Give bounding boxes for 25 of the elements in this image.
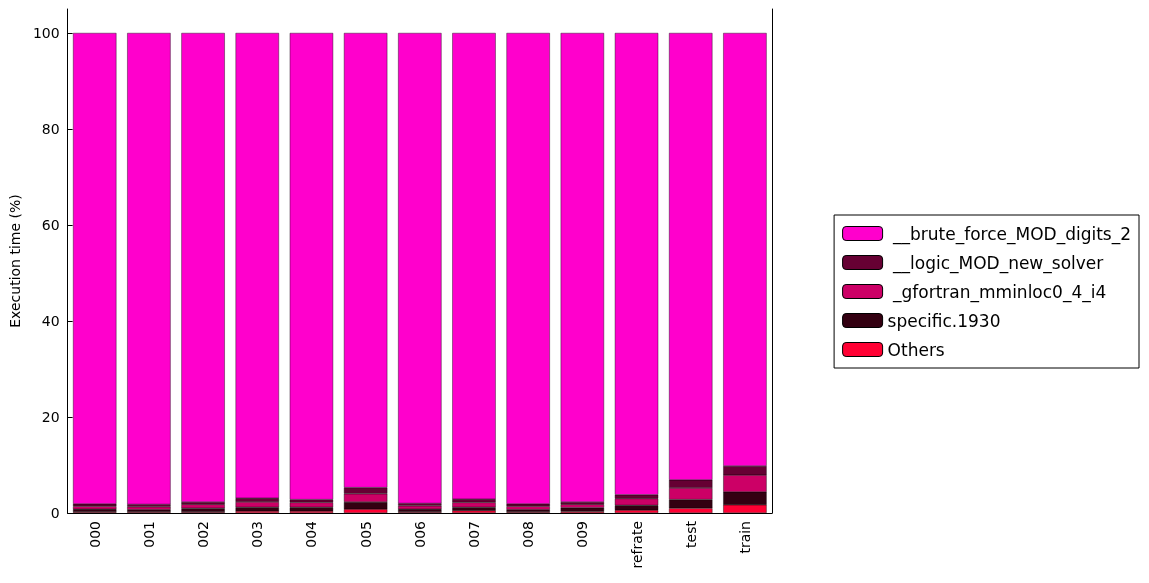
y-tick-label: 80 [41, 121, 60, 137]
x-tick-label: 002 [195, 521, 212, 548]
x-tick-label: train [736, 521, 753, 554]
legend-label: _gfortran_mminloc0_4_i4 [887, 281, 1107, 303]
x-tick-label: 006 [411, 520, 428, 548]
legend-label: specific.1930 [887, 310, 1001, 331]
x-tick-label: 007 [465, 521, 482, 548]
y-tick-label: 40 [41, 313, 60, 329]
y-tick-label: 20 [41, 409, 60, 425]
legend-label: __brute_force_MOD_digits_2 [887, 223, 1132, 245]
legend-label: __logic_MOD_new_solver [887, 252, 1104, 274]
x-tick-label: 008 [520, 521, 537, 548]
x-tick-label: 009 [574, 521, 591, 548]
legend-label: Others [887, 339, 945, 360]
x-tick-label: 000 [86, 521, 103, 548]
x-tick-label: 003 [249, 521, 266, 548]
y-tick-label: 100 [32, 25, 60, 41]
x-tick-label: 004 [303, 520, 320, 548]
x-tick-label: test [682, 520, 699, 548]
x-tick-label: refrate [628, 521, 645, 569]
x-tick-label: 001 [140, 521, 157, 548]
y-axis-title: Execution time (%) [7, 194, 23, 328]
x-tick-label: 005 [357, 521, 374, 548]
y-tick-label: 0 [50, 505, 60, 521]
y-tick-label: 60 [41, 217, 60, 233]
